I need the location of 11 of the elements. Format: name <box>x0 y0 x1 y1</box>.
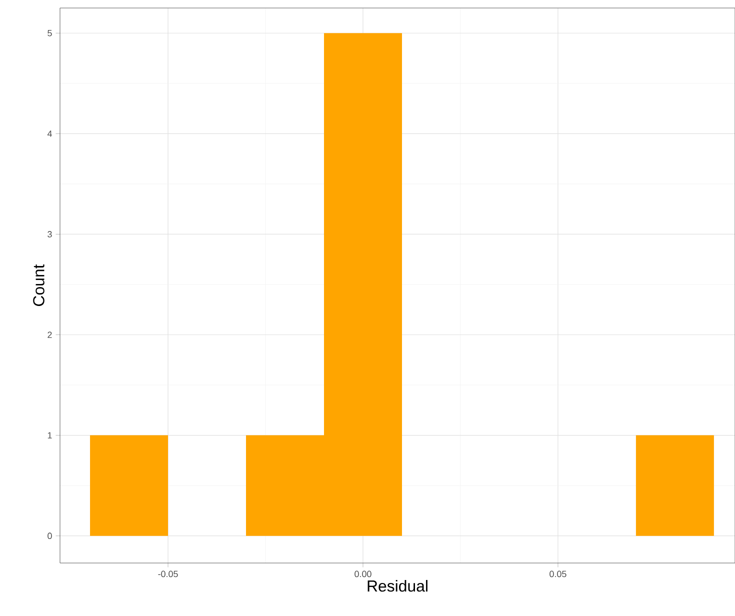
y-tick-label: 3 <box>48 231 52 238</box>
x-tick-label: -0.05 <box>158 570 178 578</box>
y-axis-title: Count <box>33 264 44 306</box>
y-tick-label: 4 <box>47 130 52 137</box>
x-tick-label: 0.05 <box>550 570 566 578</box>
y-tick-label: 0 <box>48 532 52 540</box>
y-tick-label: 5 <box>48 30 52 36</box>
y-tick-label: 1 <box>48 432 52 438</box>
y-tick-label: 2 <box>48 332 52 338</box>
x-tick-label: 0.00 <box>354 570 372 578</box>
x-axis-title: Residual <box>368 580 428 592</box>
